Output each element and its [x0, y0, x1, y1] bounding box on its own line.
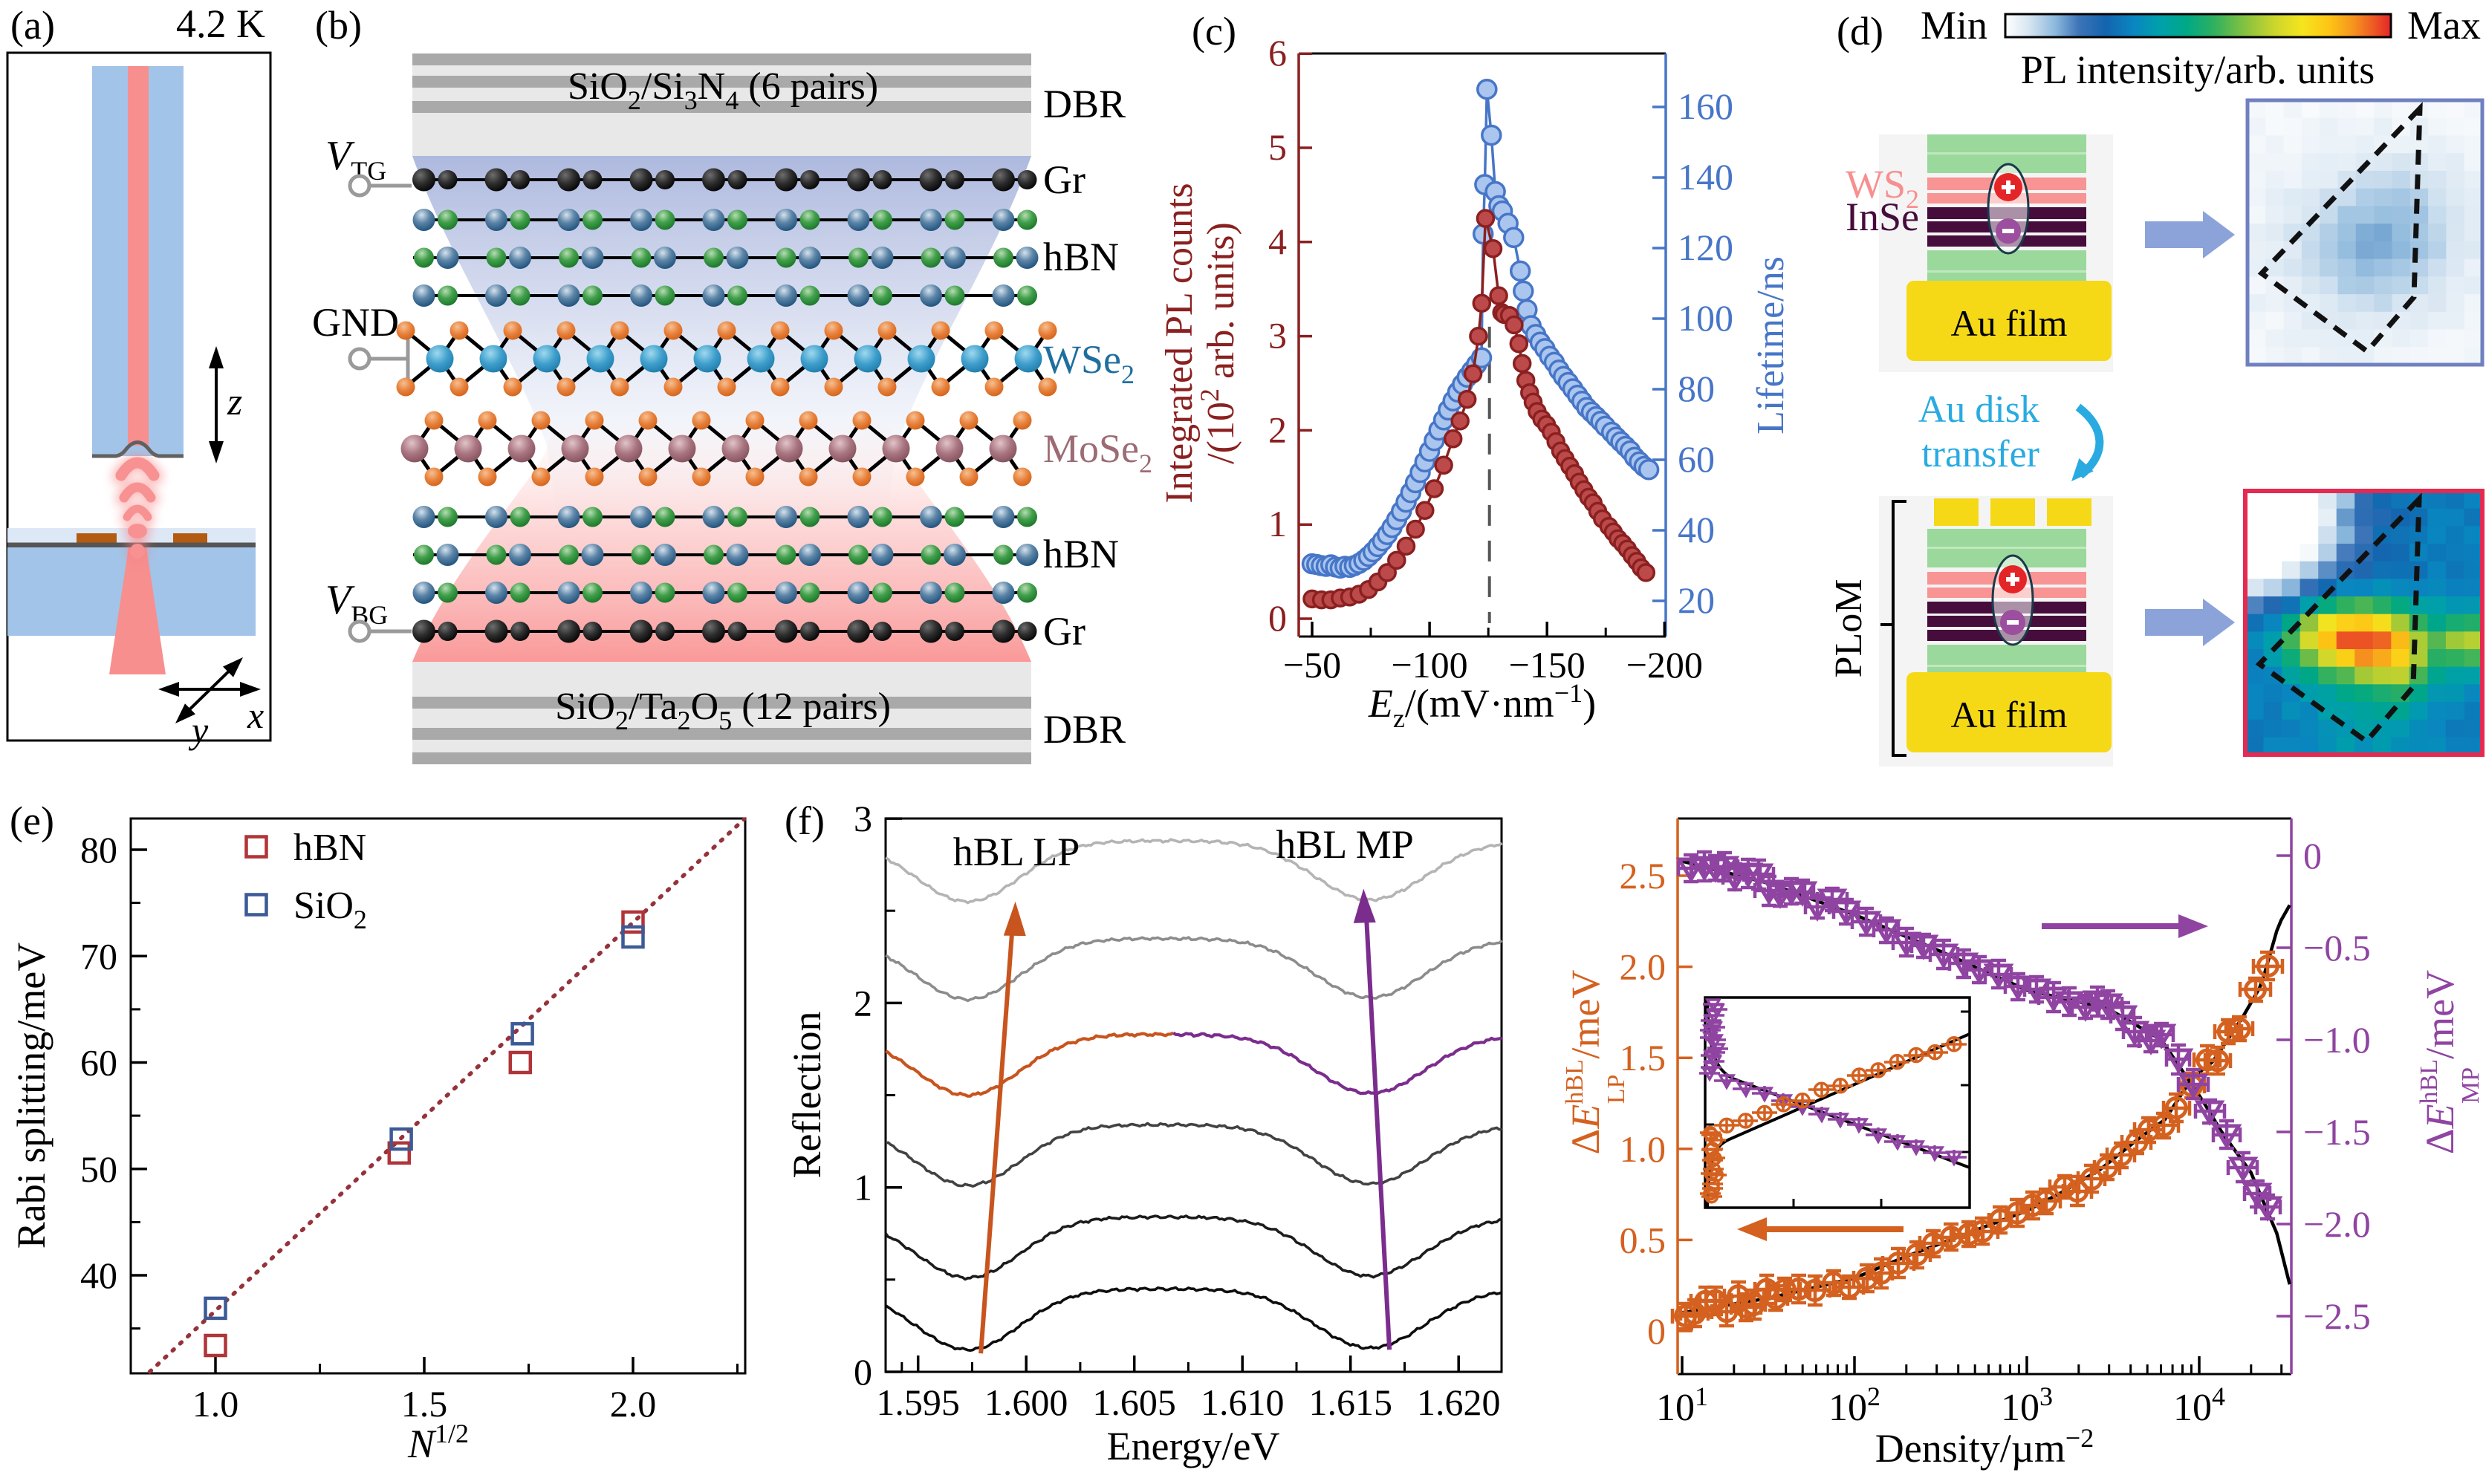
svg-text:PL intensity/arb. units: PL intensity/arb. units [2021, 48, 2375, 92]
svg-text:1.605: 1.605 [1092, 1382, 1176, 1423]
svg-text:y: y [188, 709, 209, 751]
svg-text:1.600: 1.600 [984, 1382, 1068, 1423]
svg-text:60: 60 [80, 1042, 117, 1084]
svg-text:−50: −50 [1283, 644, 1341, 686]
svg-text:1.610: 1.610 [1201, 1382, 1285, 1423]
svg-text:20: 20 [1678, 579, 1715, 621]
svg-text:100: 100 [1678, 297, 1733, 339]
svg-text:0: 0 [1268, 597, 1287, 639]
svg-text:(e): (e) [10, 798, 54, 843]
svg-text:hBL LP: hBL LP [953, 830, 1080, 874]
svg-text:Density/µm−2: Density/µm−2 [1875, 1423, 2094, 1471]
svg-text:−2.5: −2.5 [2303, 1295, 2371, 1337]
svg-text:0: 0 [2303, 835, 2322, 876]
svg-text:80: 80 [80, 829, 117, 870]
svg-text:40: 40 [1678, 509, 1715, 550]
svg-text:z: z [227, 381, 242, 423]
svg-text:DBR: DBR [1043, 82, 1126, 126]
svg-text:Au film: Au film [1951, 302, 2068, 344]
svg-text:hBN: hBN [1043, 532, 1119, 576]
svg-text:1.0: 1.0 [192, 1383, 239, 1425]
svg-text:hBN: hBN [1043, 235, 1119, 279]
svg-text:Au disk: Au disk [1918, 388, 2039, 431]
svg-text:(a): (a) [10, 3, 55, 48]
svg-text:/(102 arb. units): /(102 arb. units) [1195, 222, 1242, 464]
svg-text:Integrated PL counts: Integrated PL counts [1158, 183, 1201, 503]
svg-text:140: 140 [1678, 156, 1733, 198]
svg-text:GND: GND [312, 300, 399, 345]
svg-text:−150: −150 [1509, 644, 1586, 686]
svg-text:1.0: 1.0 [1620, 1128, 1666, 1170]
svg-text:40: 40 [80, 1254, 117, 1296]
svg-text:SiO2/Si3N4 (6 pairs): SiO2/Si3N4 (6 pairs) [568, 65, 878, 115]
svg-text:PLoM: PLoM [1828, 579, 1870, 678]
svg-text:1.595: 1.595 [876, 1382, 960, 1423]
svg-text:2.0: 2.0 [610, 1383, 657, 1425]
svg-text:N1/2: N1/2 [407, 1419, 469, 1466]
svg-text:1.620: 1.620 [1417, 1382, 1501, 1423]
svg-text:DBR: DBR [1043, 707, 1126, 752]
svg-text:hBL MP: hBL MP [1276, 822, 1414, 867]
svg-text:120: 120 [1678, 227, 1733, 268]
svg-text:0.5: 0.5 [1620, 1219, 1666, 1260]
svg-text:Au film: Au film [1951, 694, 2068, 735]
svg-text:(f): (f) [785, 798, 825, 843]
svg-text:WSe2: WSe2 [1043, 337, 1135, 389]
svg-text:−100: −100 [1391, 644, 1467, 686]
svg-text:Reflection: Reflection [785, 1012, 829, 1179]
svg-text:InSe: InSe [1846, 195, 1919, 239]
svg-text:2: 2 [854, 982, 872, 1023]
svg-text:x: x [247, 694, 264, 736]
svg-text:MoSe2: MoSe2 [1043, 426, 1152, 478]
svg-text:2.0: 2.0 [1620, 946, 1666, 988]
svg-text:(c): (c) [1192, 9, 1236, 53]
svg-text:3: 3 [854, 798, 872, 839]
svg-text:50: 50 [80, 1148, 117, 1190]
svg-text:Min: Min [1921, 3, 1987, 48]
svg-text:5: 5 [1268, 126, 1287, 168]
svg-text:−0.5: −0.5 [2303, 927, 2371, 969]
svg-text:80: 80 [1678, 368, 1715, 409]
svg-text:−2.0: −2.0 [2303, 1203, 2371, 1245]
svg-text:3: 3 [1268, 315, 1287, 357]
svg-text:hBN: hBN [293, 827, 366, 869]
svg-text:1.5: 1.5 [1620, 1037, 1666, 1078]
svg-text:transfer: transfer [1921, 433, 2039, 475]
svg-text:Energy/eV: Energy/eV [1107, 1424, 1280, 1468]
svg-text:−200: −200 [1626, 644, 1703, 686]
svg-text:1.615: 1.615 [1308, 1382, 1392, 1423]
svg-text:4.2 K: 4.2 K [176, 1, 265, 46]
svg-text:Gr: Gr [1043, 609, 1085, 654]
svg-text:1.5: 1.5 [401, 1383, 448, 1425]
svg-text:0: 0 [854, 1351, 872, 1393]
svg-text:Max: Max [2407, 3, 2481, 48]
svg-text:1: 1 [854, 1167, 872, 1208]
svg-text:1: 1 [1268, 503, 1287, 544]
svg-text:4: 4 [1268, 221, 1287, 262]
svg-text:Rabi splitting/meV: Rabi splitting/meV [9, 943, 53, 1249]
svg-text:Lifetime/ns: Lifetime/ns [1750, 256, 1792, 435]
svg-text:160: 160 [1678, 85, 1733, 127]
svg-text:−1.5: −1.5 [2303, 1111, 2371, 1153]
svg-text:(d): (d) [1837, 9, 1883, 53]
svg-text:(b): (b) [315, 3, 362, 48]
svg-text:6: 6 [1268, 32, 1287, 74]
svg-text:VBG: VBG [325, 577, 388, 630]
svg-text:Gr: Gr [1043, 157, 1085, 202]
svg-text:70: 70 [80, 935, 117, 977]
svg-text:60: 60 [1678, 438, 1715, 480]
svg-text:2.5: 2.5 [1620, 855, 1666, 896]
svg-text:Ez/(mV·nm−1): Ez/(mV·nm−1) [1368, 678, 1596, 733]
svg-text:2: 2 [1268, 409, 1287, 450]
svg-text:0: 0 [1647, 1310, 1666, 1352]
svg-text:−1.0: −1.0 [2303, 1019, 2371, 1061]
